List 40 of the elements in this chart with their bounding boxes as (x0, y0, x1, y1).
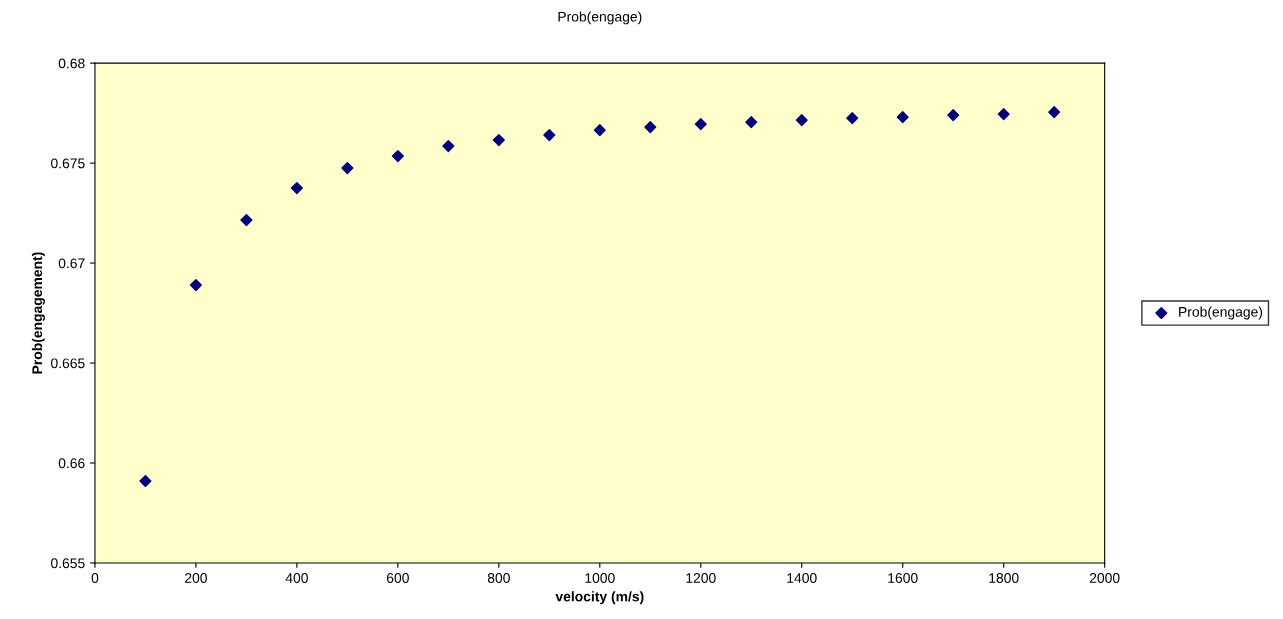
point (189, 278, 202, 292)
x-tick-label: 800 (487, 573, 510, 583)
point (492, 134, 505, 147)
point (947, 109, 960, 122)
point (997, 108, 1010, 121)
x-tick-label: 200 (185, 573, 207, 583)
point (391, 150, 404, 163)
y-tick-label: 0.675 (51, 158, 85, 169)
y-tick-label: 0.655 (51, 558, 85, 569)
legend-label: Prob(engage) (1179, 306, 1263, 320)
y-tick-label: 0.66 (58, 458, 85, 469)
x-axis-title: velocity (m/s) (555, 591, 644, 605)
point (543, 129, 556, 142)
y-tick-label: 0.665 (51, 358, 85, 369)
x-tick-label: 1000 (585, 573, 615, 583)
y-tick-label: 0.68 (58, 58, 85, 69)
point (896, 111, 909, 124)
x-tick-label: 1800 (989, 573, 1019, 583)
chart-title: Prob(engage) (558, 11, 642, 25)
y-tick-label: 0.67 (58, 258, 85, 269)
point (341, 162, 354, 175)
point (139, 474, 152, 488)
x-tick-label: 0 (91, 573, 99, 583)
x-tick-label: 1200 (686, 573, 716, 583)
point (442, 140, 455, 153)
point (846, 112, 859, 125)
x-tick-label: 1600 (888, 573, 918, 583)
point (240, 214, 253, 227)
x-tick-label: 600 (386, 573, 409, 583)
point (745, 116, 758, 129)
point (290, 182, 303, 195)
y-axis-title: Prob(engagement) (31, 252, 45, 374)
x-tick-label: 2000 (1089, 573, 1120, 583)
point (644, 121, 657, 134)
point (593, 124, 606, 137)
point (795, 114, 808, 127)
point (1048, 106, 1061, 119)
x-tick-label: 1400 (787, 573, 817, 583)
x-tick-label: 400 (285, 573, 308, 583)
point (694, 118, 707, 131)
